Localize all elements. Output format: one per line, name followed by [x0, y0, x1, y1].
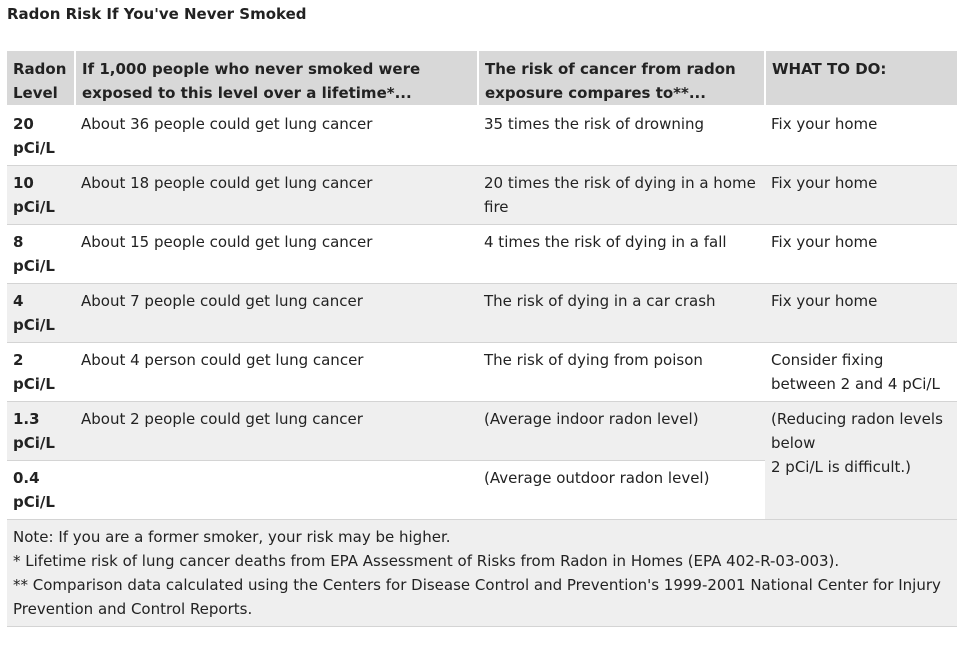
action-cell: Consider fixing between 2 and 4 pCi/L: [765, 342, 957, 402]
table-row: 2 pCi/L About 4 person could get lung ca…: [7, 342, 957, 402]
header-what-to-do: WHAT TO DO:: [764, 51, 957, 107]
note-lifetime-risk-source: * Lifetime risk of lung cancer deaths fr…: [13, 552, 840, 570]
radon-level-cell: 10 pCi/L: [7, 165, 75, 225]
table-row: 4 pCi/L About 7 people could get lung ca…: [7, 283, 957, 343]
note-former-smoker: Note: If you are a former smoker, your r…: [13, 528, 451, 546]
radon-level-cell: 20 pCi/L: [7, 106, 75, 166]
notes-row: Note: If you are a former smoker, your r…: [7, 519, 957, 627]
comparison-cell: 35 times the risk of drowning: [478, 106, 765, 166]
merged-action-line: 2 pCi/L is difficult.): [771, 458, 912, 476]
comparison-cell: The risk of dying from poison: [478, 342, 765, 402]
table-row: 1.3 pCi/L About 2 people could get lung …: [7, 401, 957, 520]
header-radon-level: Radon Level: [7, 51, 75, 107]
table-row: 10 pCi/L About 18 people could get lung …: [7, 165, 957, 225]
radon-level-cell: 0.4 pCi/L: [7, 460, 75, 520]
action-cell: Fix your home: [765, 106, 957, 166]
page-title: Radon Risk If You've Never Smoked: [7, 5, 307, 23]
table-row: 8 pCi/L About 15 people could get lung c…: [7, 224, 957, 284]
people-cell: [75, 460, 478, 520]
notes-cell: Note: If you are a former smoker, your r…: [7, 519, 957, 627]
people-cell: About 18 people could get lung cancer: [75, 165, 478, 225]
radon-level-cell: 2 pCi/L: [7, 342, 75, 402]
action-cell: Fix your home: [765, 283, 957, 343]
note-comparison-source: ** Comparison data calculated using the …: [13, 576, 941, 618]
people-cell: About 36 people could get lung cancer: [75, 106, 478, 166]
comparison-cell: 4 times the risk of dying in a fall: [478, 224, 765, 284]
table-row: 0.4 pCi/L (Average outdoor radon level): [7, 460, 957, 520]
radon-level-cell: 1.3 pCi/L: [7, 401, 75, 461]
header-risk-comparison: The risk of cancer from radon exposure c…: [477, 51, 765, 107]
action-cell: Fix your home: [765, 165, 957, 225]
table-header-row: Radon Level If 1,000 people who never sm…: [7, 51, 957, 107]
radon-risk-table: Radon Level If 1,000 people who never sm…: [7, 51, 957, 627]
table-row: 20 pCi/L About 36 people could get lung …: [7, 106, 957, 166]
comparison-cell: 20 times the risk of dying in a home fir…: [478, 165, 765, 225]
comparison-cell: (Average indoor radon level): [478, 401, 765, 461]
people-cell: About 15 people could get lung cancer: [75, 224, 478, 284]
people-cell: About 7 people could get lung cancer: [75, 283, 478, 343]
comparison-cell: (Average outdoor radon level): [478, 460, 765, 520]
people-cell: About 2 people could get lung cancer: [75, 401, 478, 461]
people-cell: About 4 person could get lung cancer: [75, 342, 478, 402]
radon-level-cell: 8 pCi/L: [7, 224, 75, 284]
comparison-cell: The risk of dying in a car crash: [478, 283, 765, 343]
header-people-exposed: If 1,000 people who never smoked were ex…: [74, 51, 478, 107]
radon-level-cell: 4 pCi/L: [7, 283, 75, 343]
action-cell: Fix your home: [765, 224, 957, 284]
merged-action-line: (Reducing radon levels below: [771, 410, 943, 452]
merged-action-cell: (Reducing radon levels below 2 pCi/L is …: [765, 401, 957, 520]
